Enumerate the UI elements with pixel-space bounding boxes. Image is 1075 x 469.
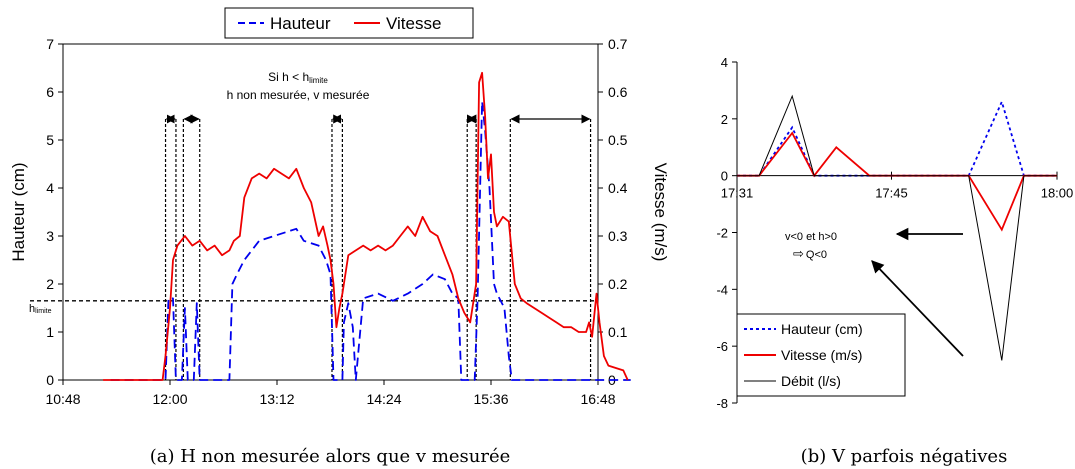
series-line-d-bit-l-s- <box>737 94 1057 361</box>
y-tick-label: 2 <box>46 276 54 292</box>
y-tick-label: 6 <box>46 84 54 100</box>
chart-b: 4 2 0 -2 -4 -6 -8 17:31 17:45 18:00 v<0 et h>0 ⇨ Q<0… <box>716 55 1073 467</box>
y2-tick-label: 0.3 <box>608 228 628 244</box>
x-tick-label: 14:24 <box>366 391 401 407</box>
legend-entry-label: Vitesse <box>386 14 441 33</box>
y-tick-label: 2 <box>721 112 728 127</box>
y-tick-label: -6 <box>716 339 728 354</box>
y-axis-label: Hauteur (cm) <box>9 162 28 261</box>
legend-entry-label: Hauteur (cm) <box>781 321 863 337</box>
y2-tick-label: 0.1 <box>608 324 628 340</box>
chart-a-plot-frame <box>62 43 599 381</box>
annotation-text: Si h < h <box>268 70 309 84</box>
y-tick-label: 5 <box>46 132 54 148</box>
x-tick-label: 13:12 <box>259 391 294 407</box>
y-tick-label: 1 <box>46 324 54 340</box>
y-tick-label: -4 <box>716 282 728 297</box>
legend-box <box>224 7 474 39</box>
x-tick-label: 17:31 <box>721 186 754 201</box>
series-line-hauteur <box>110 100 631 381</box>
h-limite-label-main: h <box>29 303 35 315</box>
x-tick-label: 12:00 <box>152 391 187 407</box>
legend-entry-label: Hauteur <box>270 14 331 33</box>
x-tick-label: 10:48 <box>45 391 80 407</box>
y-tick-label: 4 <box>46 180 54 196</box>
y2-tick-label: 0.4 <box>608 180 628 196</box>
annotation-subscript: limite <box>309 76 328 85</box>
annotation-text: Q<0 <box>806 249 827 261</box>
series-line-vitesse <box>103 71 629 381</box>
y-tick-label: 0 <box>721 169 728 184</box>
chart-a-annotation-line2: h non mesurée, v mesurée <box>227 88 370 102</box>
chart-b-annotation-line1: v<0 et h>0 <box>785 231 837 243</box>
chart-b-legend: Hauteur (cm) Vitesse (m/s) Débit (l/s) <box>736 313 906 397</box>
chart-a-annotation-line1: Si h < hlimite <box>268 70 328 85</box>
chart-b-annotation-line2: ⇨ Q<0 <box>793 246 827 261</box>
y2-tick-label: 0.6 <box>608 84 628 100</box>
y-tick-label: 4 <box>721 55 728 70</box>
legend-entry-label: Débit (l/s) <box>781 373 841 389</box>
chart-b-caption: (b) V parfois négatives <box>801 446 1008 467</box>
y-tick-label: -2 <box>716 226 728 241</box>
x-tick-label: 17:45 <box>875 186 908 201</box>
x-tick-label: 15:36 <box>473 391 508 407</box>
h-limite-label: hlimite <box>29 303 52 315</box>
y2-tick-label: 0.5 <box>608 132 628 148</box>
legend-entry-label: Vitesse (m/s) <box>781 347 862 363</box>
x-tick-label: 18:00 <box>1041 186 1074 201</box>
x-tick-label: 16:48 <box>580 391 615 407</box>
y-tick-label: -8 <box>716 396 728 411</box>
y-tick-label: 3 <box>46 228 54 244</box>
y-tick-label: 0 <box>46 372 54 388</box>
chart-a-caption: (a) H non mesurée alors que v mesurée <box>150 446 511 467</box>
y2-axis-label: Vitesse (m/s) <box>651 163 670 262</box>
y2-tick-label: 0.2 <box>608 276 628 292</box>
h-limite-label-sub: limite <box>35 308 51 315</box>
annotation-implies-arrow: ⇨ <box>793 246 804 261</box>
series-line-vitesse-m-s- <box>737 131 1057 232</box>
y-tick-label: 7 <box>46 36 54 52</box>
y2-tick-label: 0.7 <box>608 36 628 52</box>
chart-a-legend: Hauteur Vitesse <box>224 7 474 39</box>
annotation-arrow-diagonal <box>871 260 964 357</box>
